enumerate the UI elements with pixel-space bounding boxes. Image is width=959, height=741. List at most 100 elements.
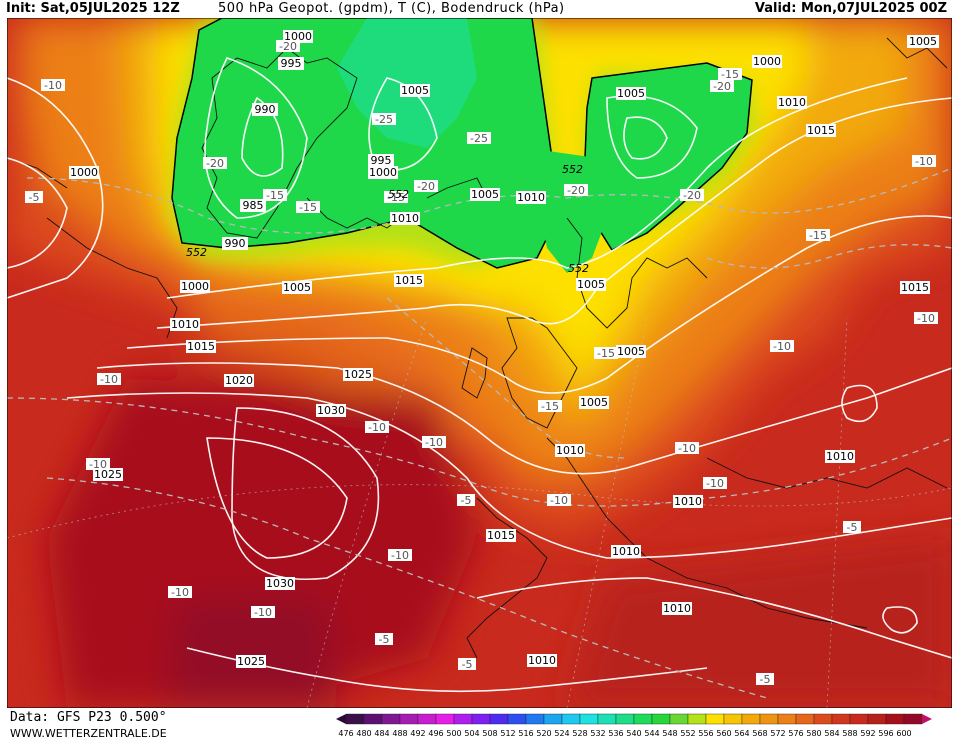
svg-text:-10: -10 — [773, 340, 791, 353]
legend-cell — [669, 713, 689, 725]
temperature-label: -15 — [806, 229, 830, 242]
legend-arrow-left — [336, 714, 346, 724]
legend-tick-label: 552 — [680, 729, 695, 738]
legend-cell — [849, 713, 869, 725]
svg-text:1010: 1010 — [391, 212, 419, 225]
temperature-label: -10 — [547, 494, 571, 507]
legend-tick-label: 480 — [356, 729, 371, 738]
legend-tick-label: 588 — [842, 729, 857, 738]
svg-text:1005: 1005 — [471, 188, 499, 201]
legend-tick-label: 576 — [788, 729, 803, 738]
svg-text:-15: -15 — [387, 191, 405, 204]
legend-cell — [741, 713, 761, 725]
legend-cell — [381, 713, 401, 725]
pressure-label: 1015 — [806, 124, 836, 137]
legend-tick-label: 492 — [410, 729, 425, 738]
svg-text:1010: 1010 — [517, 191, 545, 204]
legend-cell — [489, 713, 509, 725]
isotherms — [7, 167, 952, 699]
legend-tick-label: 572 — [770, 729, 785, 738]
color-legend: 476 480 484 488 492 496 500 504 508 512 516 520 524 5… — [336, 713, 932, 738]
svg-text:1015: 1015 — [395, 274, 423, 287]
legend-tick-label: 516 — [518, 729, 533, 738]
pressure-label: 1025 — [93, 468, 123, 481]
svg-text:-20: -20 — [713, 80, 731, 93]
svg-text:1025: 1025 — [344, 368, 372, 381]
temperature-label: -5 — [457, 494, 475, 507]
pressure-label: 985 — [240, 199, 266, 212]
legend-tick-label: 600 — [896, 729, 911, 738]
pressure-label: 1005 — [616, 87, 646, 100]
svg-text:995: 995 — [281, 57, 302, 70]
svg-text:-5: -5 — [29, 191, 40, 204]
legend-tick-label: 580 — [806, 729, 821, 738]
legend-tick-label: 548 — [662, 729, 677, 738]
svg-text:-5: -5 — [760, 673, 771, 686]
height-label: 552 — [388, 188, 409, 201]
svg-text:1005: 1005 — [617, 345, 645, 358]
legend-tick-label: 540 — [626, 729, 641, 738]
legend-tick-label: 556 — [698, 729, 713, 738]
valid-time-label: Valid: Mon,07JUL2025 00Z — [754, 1, 947, 16]
svg-text:-15: -15 — [597, 347, 615, 360]
legend-tick-label: 508 — [482, 729, 497, 738]
svg-text:-10: -10 — [368, 421, 386, 434]
temperature-label: -20 — [564, 184, 588, 197]
legend-cell — [399, 713, 419, 725]
pressure-label: 1025 — [236, 655, 266, 668]
pressure-label: 1025 — [343, 368, 373, 381]
temperature-label: -10 — [388, 549, 412, 562]
temperature-label: -10 — [770, 340, 794, 353]
svg-text:-20: -20 — [417, 180, 435, 193]
temperature-label: -10 — [97, 373, 121, 386]
legend-cell — [813, 713, 833, 725]
temperature-label: -15 — [594, 347, 618, 360]
svg-text:-20: -20 — [206, 157, 224, 170]
pressure-label: 995 — [368, 154, 394, 167]
legend-cell — [867, 713, 887, 725]
svg-text:-10: -10 — [171, 586, 189, 599]
legend-cell — [471, 713, 491, 725]
legend-tick-label: 524 — [554, 729, 569, 738]
isobars — [7, 57, 952, 693]
svg-text:1005: 1005 — [401, 84, 429, 97]
pressure-label: 1010 — [170, 318, 200, 331]
svg-text:1005: 1005 — [617, 87, 645, 100]
temperature-label: -10 — [365, 421, 389, 434]
legend-cells — [336, 713, 932, 725]
svg-text:1025: 1025 — [94, 468, 122, 481]
weather-map[interactable]: 1000 1005 1000 995 990 1005 995 1000 985… — [7, 18, 952, 708]
svg-text:1000: 1000 — [753, 55, 781, 68]
pressure-label: 1015 — [900, 281, 930, 294]
svg-text:1010: 1010 — [612, 545, 640, 558]
svg-text:-15: -15 — [541, 400, 559, 413]
legend-tick-label: 592 — [860, 729, 875, 738]
temperature-label: -20 — [414, 180, 438, 193]
height-label: 552 — [562, 163, 583, 176]
svg-text:-25: -25 — [375, 113, 393, 126]
legend-tick-label: 564 — [734, 729, 749, 738]
height-label: 552 — [186, 246, 207, 259]
cold-pool-east — [584, 62, 753, 251]
legend-tick-label: 544 — [644, 729, 659, 738]
legend-tick-label: 560 — [716, 729, 731, 738]
svg-text:-10: -10 — [917, 312, 935, 325]
temperature-label-layer: -20 -10 -5 -20 -15 -25 -25 -20 -15 -15 -… — [25, 40, 938, 686]
legend-tick-label: 536 — [608, 729, 623, 738]
svg-text:1010: 1010 — [778, 96, 806, 109]
legend-cell — [723, 713, 743, 725]
pressure-label: 1015 — [486, 529, 516, 542]
legend-cell — [561, 713, 581, 725]
svg-text:1000: 1000 — [70, 166, 98, 179]
svg-text:-5: -5 — [462, 658, 473, 671]
temperature-label: -10 — [41, 79, 65, 92]
svg-text:1015: 1015 — [187, 340, 215, 353]
legend-tick-label: 568 — [752, 729, 767, 738]
legend-tick-label: 596 — [878, 729, 893, 738]
pressure-label: 1015 — [186, 340, 216, 353]
temperature-label: -5 — [756, 673, 774, 686]
svg-text:1000: 1000 — [181, 280, 209, 293]
height-label-layer: 552 552 552 552 — [186, 163, 589, 275]
legend-tick-label: 532 — [590, 729, 605, 738]
legend-cell — [597, 713, 617, 725]
